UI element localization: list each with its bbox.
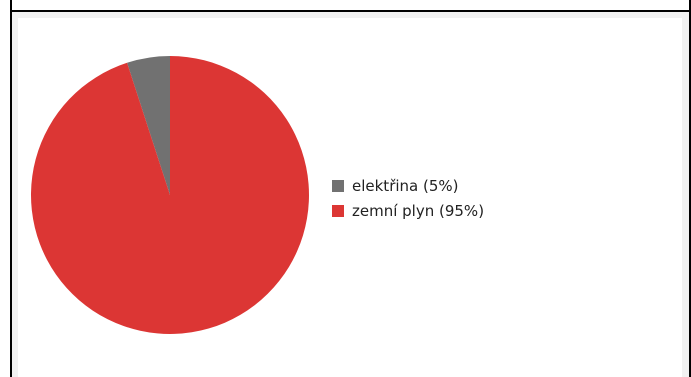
pie-slice-0 bbox=[127, 56, 170, 195]
chart-panel: elektřina (5%) zemní plyn (95%) bbox=[12, 12, 689, 377]
frame-right-border bbox=[689, 0, 691, 377]
header-strip bbox=[10, 0, 690, 12]
legend-swatch-0 bbox=[332, 180, 344, 192]
chart-canvas: elektřina (5%) zemní plyn (95%) bbox=[18, 18, 682, 377]
pie-chart: elektřina (5%) zemní plyn (95%) bbox=[30, 56, 484, 334]
legend-swatch-1 bbox=[332, 205, 344, 217]
pie-slice-1 bbox=[30, 56, 309, 334]
legend-label-0: elektřina (5%) bbox=[352, 177, 459, 195]
frame-left-border bbox=[10, 0, 12, 377]
legend-label-1: zemní plyn (95%) bbox=[352, 202, 484, 220]
